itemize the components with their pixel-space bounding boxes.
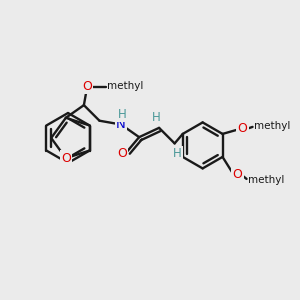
Text: O: O — [117, 147, 127, 160]
Text: methyl: methyl — [107, 81, 143, 91]
Text: H: H — [173, 147, 182, 160]
Text: methyl: methyl — [254, 121, 290, 131]
Text: N: N — [116, 118, 126, 131]
Text: H: H — [118, 108, 127, 121]
Text: O: O — [232, 168, 242, 182]
Text: O: O — [82, 80, 92, 93]
Text: O: O — [238, 122, 248, 135]
Text: methyl: methyl — [248, 175, 284, 185]
Text: O: O — [61, 152, 71, 165]
Text: H: H — [152, 111, 161, 124]
